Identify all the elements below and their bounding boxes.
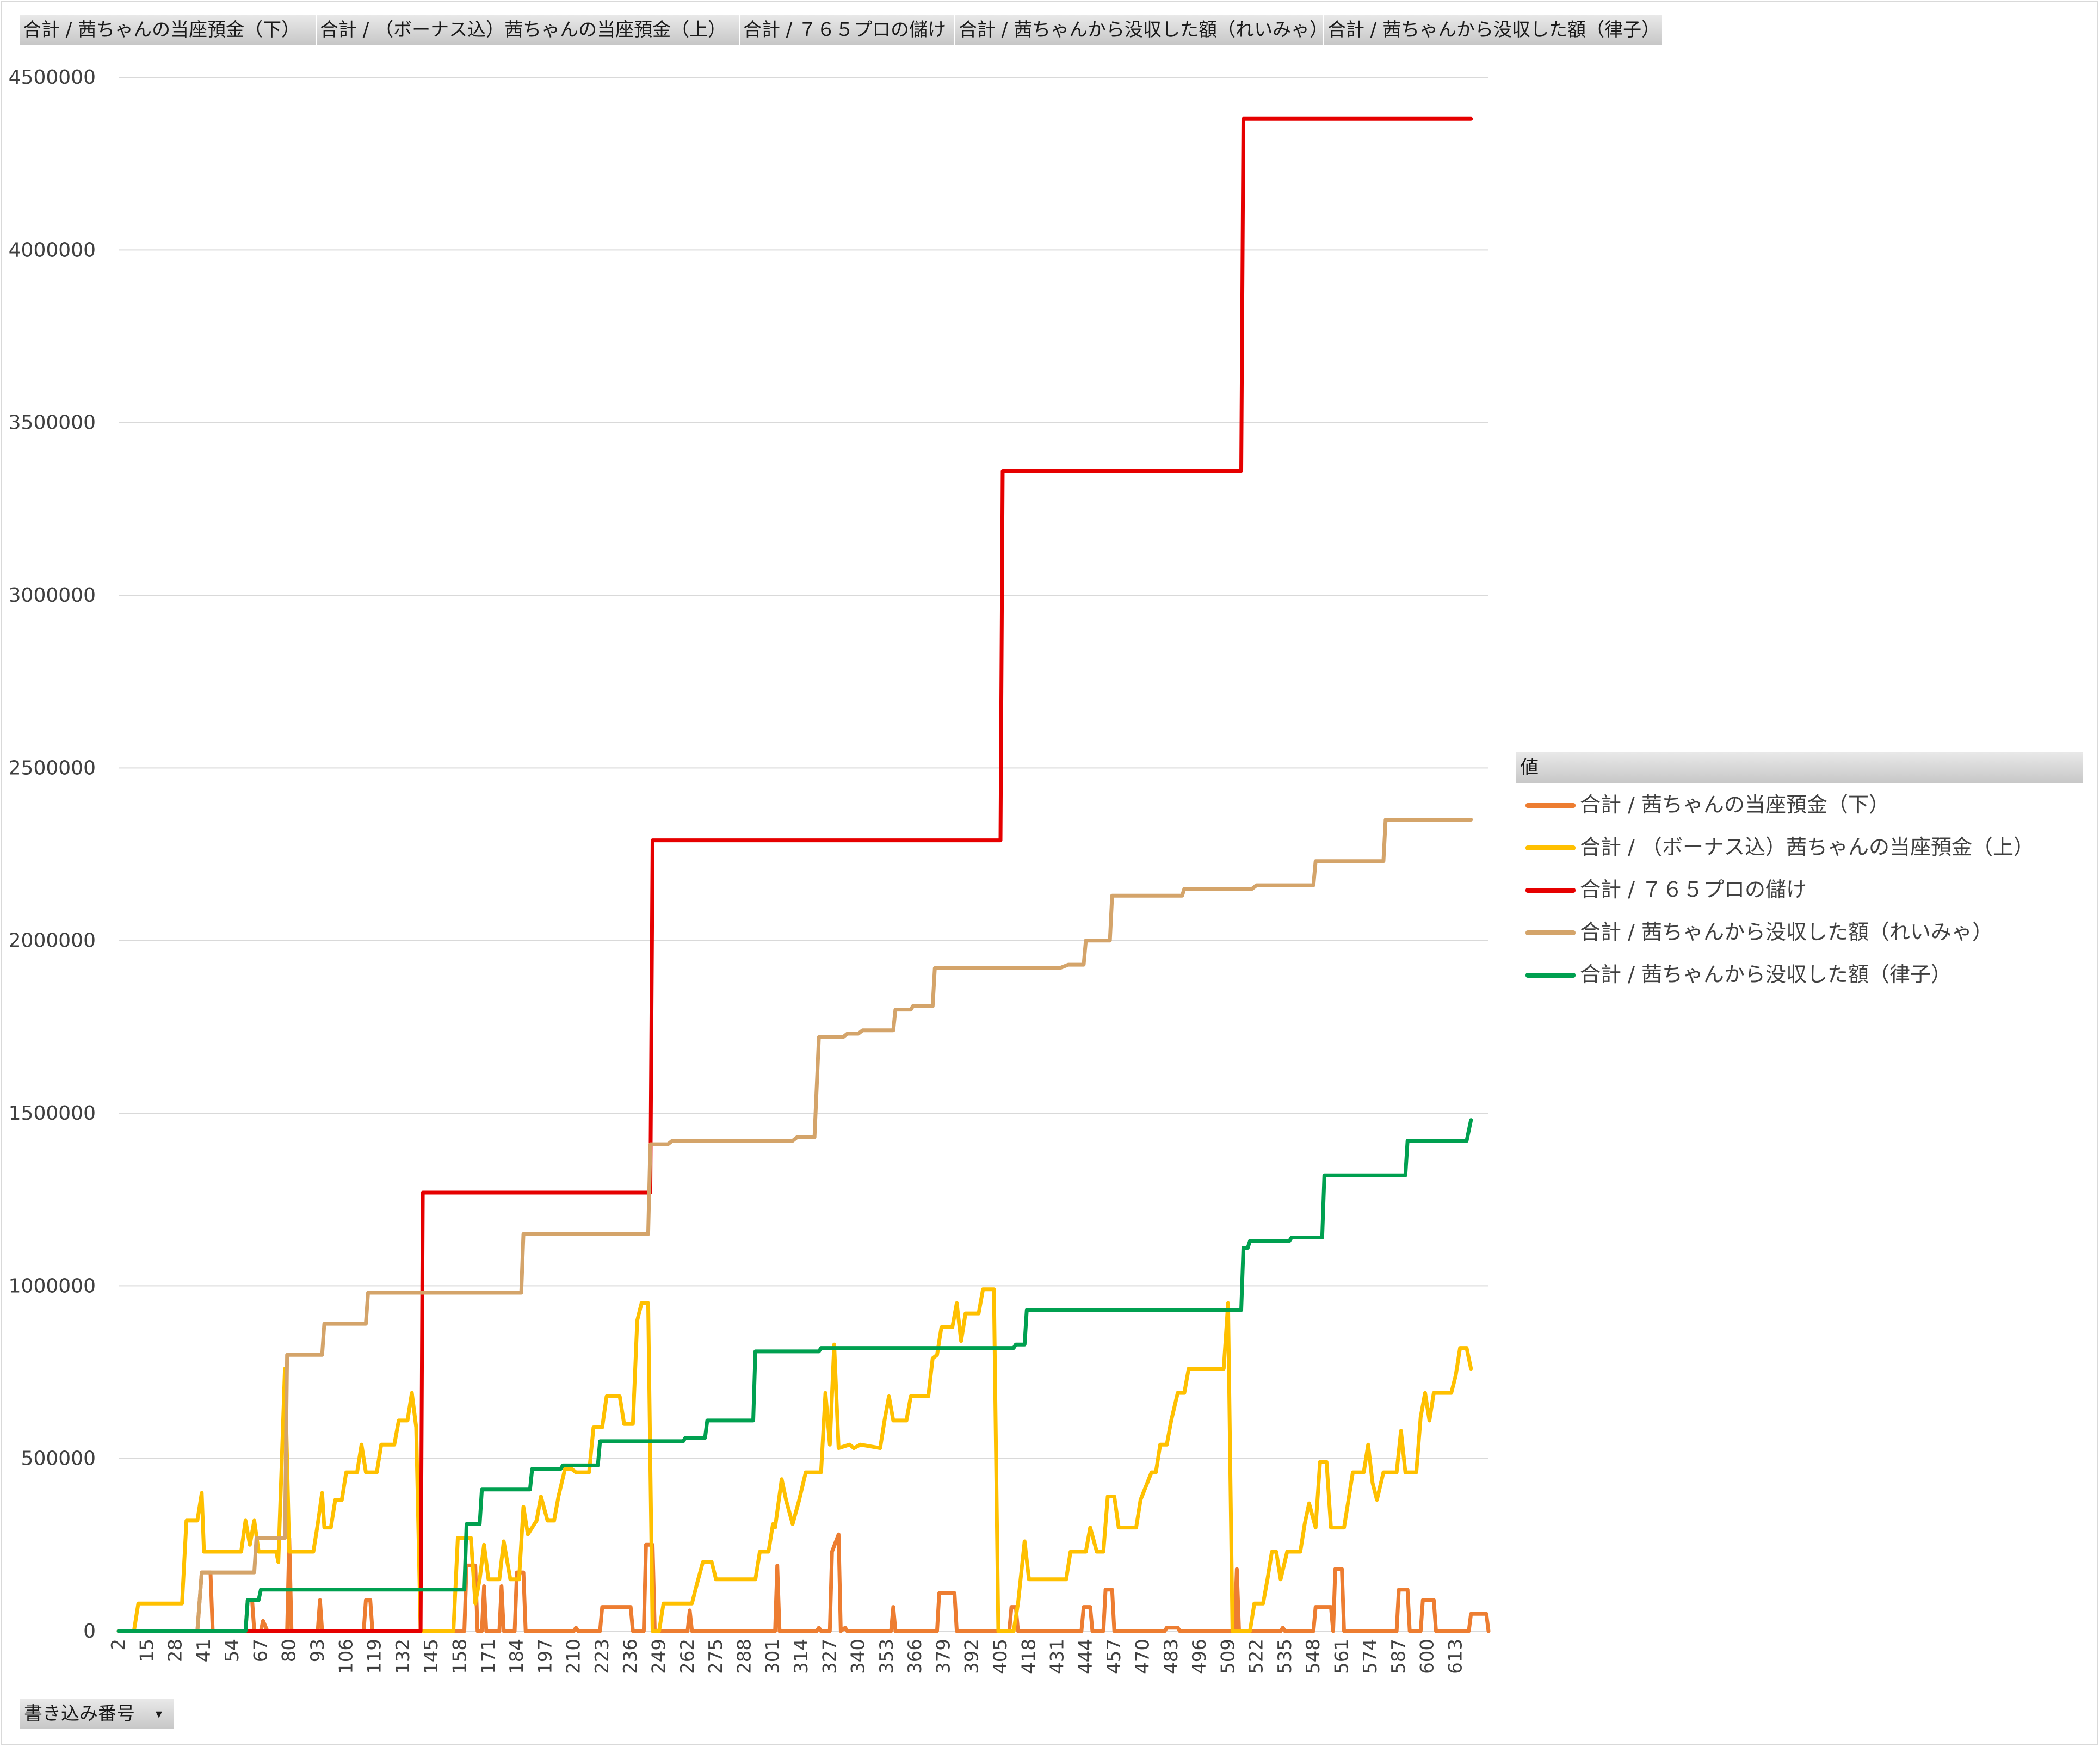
- x-tick-label-30: 392: [961, 1639, 983, 1674]
- axis-field-button[interactable]: 書き込み番号 ▾: [20, 1699, 174, 1729]
- field-button-series-4[interactable]: 合計 / 茜ちゃんから没収した額（れいみゃ）: [955, 15, 1324, 45]
- x-tick-label-22: 288: [733, 1639, 755, 1674]
- y-tick-label-1: 500000: [21, 1448, 96, 1470]
- y-tick-label-4: 2000000: [9, 930, 96, 952]
- x-tick-label-38: 496: [1189, 1639, 1210, 1674]
- x-tick-label-10: 132: [392, 1639, 414, 1674]
- legend-swatch: [1525, 973, 1576, 978]
- x-tick-label-23: 301: [762, 1639, 784, 1674]
- x-tick-label-15: 197: [534, 1639, 556, 1674]
- x-tick-label-40: 522: [1246, 1639, 1268, 1674]
- x-tick-label-45: 587: [1388, 1639, 1410, 1674]
- x-tick-label-4: 54: [221, 1639, 243, 1662]
- y-axis-tick-labels: 0 500000 1000000 1500000 2000000 2500000 30000…: [9, 66, 96, 1643]
- x-tick-label-43: 561: [1331, 1639, 1353, 1674]
- field-button-series-3[interactable]: 合計 / ７６５プロの儲け: [740, 15, 955, 45]
- x-axis-tick-labels: 2 15 28 41 54 67 80 93 106 119 132 145 158 171 184 197 2…: [108, 1639, 1467, 1674]
- legend-label: 合計 / 茜ちゃんから没収した額（れいみゃ）: [1580, 920, 1993, 944]
- x-tick-label-20: 262: [677, 1639, 699, 1674]
- x-tick-label-37: 483: [1160, 1639, 1182, 1674]
- x-tick-label-28: 366: [904, 1639, 926, 1674]
- x-tick-label-2: 28: [165, 1639, 187, 1662]
- chevron-down-icon[interactable]: ▾: [155, 1706, 162, 1721]
- y-tick-label-9: 4500000: [9, 66, 96, 89]
- gridlines: [119, 77, 1488, 1632]
- x-tick-label-42: 548: [1302, 1639, 1324, 1674]
- legend-header[interactable]: 値: [1516, 752, 2083, 783]
- y-tick-label-2: 1000000: [9, 1275, 96, 1297]
- x-tick-label-13: 171: [478, 1639, 499, 1674]
- axis-field-label: 書き込み番号: [24, 1703, 135, 1725]
- series-line-2: [116, 1287, 1473, 1633]
- legend-label: 合計 / （ボーナス込）茜ちゃんの当座預金（上）: [1580, 835, 2034, 859]
- x-tick-label-27: 353: [876, 1639, 898, 1674]
- series-lines: [116, 116, 1491, 1633]
- legend-swatch: [1525, 845, 1576, 850]
- legend-swatch: [1525, 930, 1576, 935]
- x-tick-label-3: 41: [193, 1639, 215, 1662]
- x-tick-label-46: 600: [1416, 1639, 1438, 1674]
- x-tick-label-0: 2: [108, 1639, 129, 1651]
- x-tick-label-5: 67: [250, 1639, 271, 1662]
- legend-item-3[interactable]: 合計 / ７６５プロの儲け: [1516, 868, 2083, 911]
- y-tick-label-0: 0: [83, 1620, 96, 1643]
- y-tick-label-5: 2500000: [9, 757, 96, 779]
- field-button-series-5[interactable]: 合計 / 茜ちゃんから没収した額（律子）: [1324, 15, 1663, 45]
- x-tick-label-31: 405: [990, 1639, 1011, 1674]
- legend-item-1[interactable]: 合計 / 茜ちゃんの当座預金（下）: [1516, 783, 2083, 826]
- field-button-series-2[interactable]: 合計 / （ボーナス込）茜ちゃんの当座預金（上）: [317, 15, 740, 45]
- x-tick-label-19: 249: [648, 1639, 670, 1674]
- x-tick-label-36: 470: [1132, 1639, 1153, 1674]
- x-tick-label-6: 80: [279, 1639, 300, 1662]
- series-line-1: [116, 1532, 1491, 1633]
- x-tick-label-11: 145: [421, 1639, 442, 1674]
- y-tick-label-7: 3500000: [9, 412, 96, 434]
- x-tick-label-39: 509: [1217, 1639, 1239, 1674]
- field-button-series-1[interactable]: 合計 / 茜ちゃんの当座預金（下）: [20, 15, 317, 45]
- legend-label: 合計 / 茜ちゃんの当座預金（下）: [1580, 793, 1889, 817]
- x-tick-label-21: 275: [705, 1639, 727, 1674]
- x-tick-label-14: 184: [506, 1639, 528, 1674]
- x-tick-label-44: 574: [1360, 1639, 1381, 1674]
- legend-item-5[interactable]: 合計 / 茜ちゃんから没収した額（律子）: [1516, 953, 2083, 996]
- y-tick-label-3: 1500000: [9, 1102, 96, 1125]
- x-tick-label-26: 340: [848, 1639, 869, 1674]
- x-tick-label-25: 327: [819, 1639, 841, 1674]
- legend-item-2[interactable]: 合計 / （ボーナス込）茜ちゃんの当座預金（上）: [1516, 826, 2083, 868]
- x-tick-label-7: 93: [307, 1639, 329, 1662]
- x-tick-label-9: 119: [364, 1639, 386, 1674]
- legend-item-4[interactable]: 合計 / 茜ちゃんから没収した額（れいみゃ）: [1516, 911, 2083, 953]
- x-tick-label-32: 418: [1018, 1639, 1040, 1674]
- legend-swatch: [1525, 888, 1576, 893]
- x-tick-label-35: 457: [1103, 1639, 1125, 1674]
- y-tick-label-8: 4000000: [9, 239, 96, 261]
- x-tick-label-1: 15: [136, 1639, 158, 1662]
- y-tick-label-6: 3000000: [9, 584, 96, 607]
- x-tick-label-33: 431: [1047, 1639, 1068, 1674]
- x-tick-label-12: 158: [449, 1639, 471, 1674]
- x-tick-label-16: 210: [563, 1639, 585, 1674]
- x-tick-label-8: 106: [335, 1639, 357, 1674]
- series-line-3: [116, 116, 1473, 1633]
- x-tick-label-24: 314: [790, 1639, 812, 1674]
- legend: 値 合計 / 茜ちゃんの当座預金（下） 合計 / （ボーナス込）茜ちゃんの当座預金…: [1516, 752, 2083, 996]
- series-line-4: [116, 818, 1473, 1633]
- x-tick-label-47: 613: [1445, 1639, 1467, 1674]
- x-tick-label-34: 444: [1075, 1639, 1097, 1674]
- series-line-5: [116, 1118, 1473, 1633]
- x-tick-label-17: 223: [591, 1639, 613, 1674]
- x-tick-label-29: 379: [932, 1639, 954, 1674]
- legend-swatch: [1525, 803, 1576, 808]
- x-tick-label-41: 535: [1274, 1639, 1296, 1674]
- legend-label: 合計 / ７６５プロの儲け: [1580, 878, 1807, 902]
- legend-label: 合計 / 茜ちゃんから没収した額（律子）: [1580, 962, 1951, 986]
- x-tick-label-18: 236: [620, 1639, 641, 1674]
